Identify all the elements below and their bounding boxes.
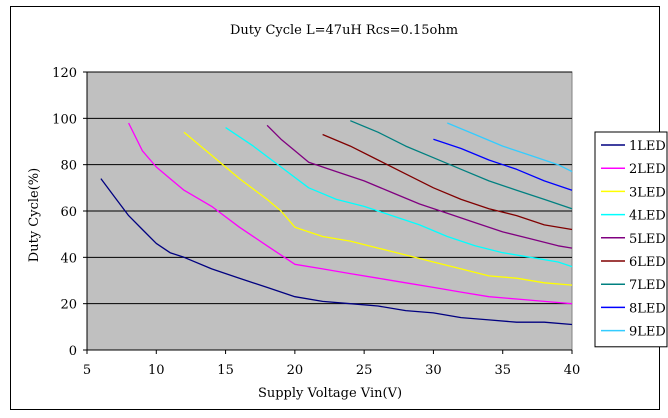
chart-title: Duty Cycle L=47uH Rcs=0.15ohm [230,23,458,38]
legend-label-1LED: 1LED [629,139,666,154]
legend-label-4LED: 4LED [629,209,666,224]
x-tick-label-30: 30 [425,363,442,378]
y-tick-label-120: 120 [52,66,77,81]
y-tick-label-40: 40 [60,251,77,266]
y-tick-label-20: 20 [60,298,77,313]
y-tick-label-80: 80 [60,159,77,174]
y-tick-label-60: 60 [60,205,77,220]
y-tick-label-100: 100 [52,112,77,127]
series-line-4LED [225,127,573,268]
legend-label-7LED: 7LED [629,278,666,293]
series-line-3LED [183,131,573,286]
series-line-7LED [350,120,573,210]
legend-label-8LED: 8LED [629,301,666,316]
x-tick-labels: 5 10 15 20 25 30 35 40 [83,363,580,378]
x-tick-label-25: 25 [356,363,373,378]
legend: 1LED 2LED 3LED 4LED 5LED 6LED 7LED 8LED 9LED [594,131,668,348]
legend-label-5LED: 5LED [629,232,666,247]
gridlines [87,71,572,305]
legend-label-3LED: 3LED [629,185,666,200]
axes [83,71,573,354]
series-line-2LED [128,122,573,305]
y-tick-label-0: 0 [69,344,77,359]
series-line-5LED [266,124,573,249]
series-line-6LED [322,133,573,231]
series-line-8LED [433,138,573,191]
y-axis-label: Duty Cycle(%) [27,168,42,262]
x-tick-label-40: 40 [564,363,581,378]
x-tick-label-35: 35 [494,363,511,378]
x-axis-label: Supply Voltage Vin(V) [258,386,402,401]
series-line-9LED [447,122,573,173]
legend-label-2LED: 2LED [629,162,666,177]
x-tick-label-5: 5 [83,363,91,378]
legend-label-9LED: 9LED [629,325,666,340]
y-tick-labels: 0 20 40 60 80 100 120 [52,66,77,359]
x-tick-label-20: 20 [287,363,304,378]
x-tick-label-15: 15 [217,363,234,378]
series-line-1LED [100,178,573,326]
legend-label-6LED: 6LED [629,255,666,270]
series-lines [100,120,573,326]
x-tick-label-10: 10 [148,363,165,378]
